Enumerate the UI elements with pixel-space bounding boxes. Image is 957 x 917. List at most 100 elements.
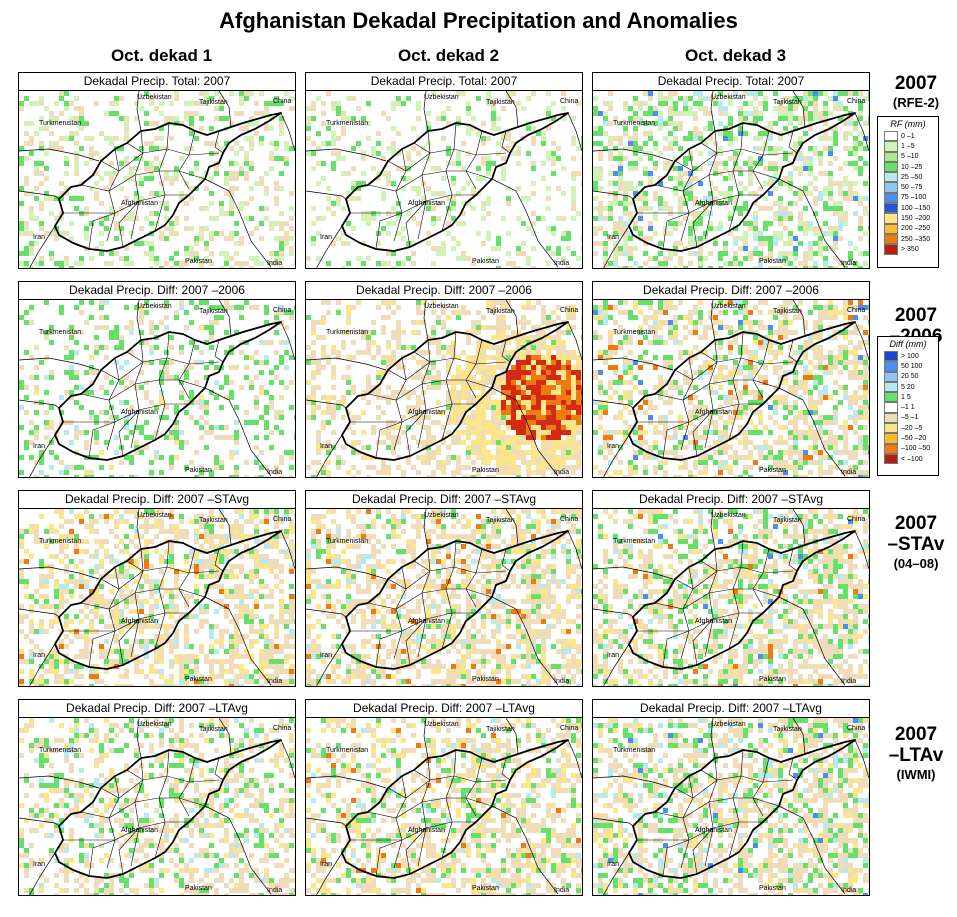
precip-cell: [658, 206, 663, 211]
precip-cell: [608, 355, 613, 360]
precip-cell: [703, 325, 708, 330]
precip-cell: [788, 455, 793, 460]
precip-cell: [214, 465, 219, 470]
precip-cell: [556, 430, 561, 435]
precip-cell: [526, 380, 531, 385]
precip-cell: [703, 96, 708, 101]
precip-cell: [194, 450, 199, 455]
precip-cell: [481, 370, 486, 375]
precip-cell: [848, 415, 853, 420]
precip-cell: [828, 370, 833, 375]
precip-cell: [199, 325, 204, 330]
precip-cell: [566, 415, 571, 420]
precip-cell: [336, 405, 341, 410]
precip-cell: [189, 251, 194, 256]
precip-cell: [446, 405, 451, 410]
precip-cell: [229, 350, 234, 355]
precip-cell: [34, 460, 39, 465]
precip-cell: [24, 156, 29, 161]
precip-cell: [788, 435, 793, 440]
precip-cell: [269, 101, 274, 106]
precip-cell: [34, 161, 39, 166]
precip-cell: [793, 191, 798, 196]
precip-cell: [638, 106, 643, 111]
precip-cell: [511, 375, 516, 380]
precip-cell: [638, 450, 643, 455]
precip-cell: [561, 216, 566, 221]
precip-cell: [19, 405, 24, 410]
precip-cell: [728, 390, 733, 395]
precip-cell: [613, 256, 618, 261]
precip-cell: [598, 131, 603, 136]
precip-cell: [471, 360, 476, 365]
precip-cell: [813, 420, 818, 425]
precip-cell: [608, 136, 613, 141]
precip-cell: [269, 509, 274, 514]
precip-cell: [326, 355, 331, 360]
precip-cell: [39, 400, 44, 405]
precip-cell: [658, 241, 663, 246]
precip-cell: [853, 455, 858, 460]
precip-cell: [316, 440, 321, 445]
precip-cell: [184, 116, 189, 121]
precip-cell: [69, 131, 74, 136]
precip-cell: [823, 206, 828, 211]
precip-cell: [808, 335, 813, 340]
precip-cell: [431, 420, 436, 425]
precip-cell: [49, 231, 54, 236]
precip-cell: [79, 116, 84, 121]
precip-cell: [174, 216, 179, 221]
precip-cell: [346, 425, 351, 430]
precip-cell: [593, 241, 598, 246]
precip-cell: [184, 101, 189, 106]
precip-cell: [838, 211, 843, 216]
precip-cell: [531, 420, 536, 425]
precip-cell: [134, 450, 139, 455]
precip-cell: [476, 470, 481, 475]
precip-cell: [274, 315, 279, 320]
precip-cell: [124, 246, 129, 251]
precip-cell: [613, 320, 618, 325]
precip-cell: [124, 126, 129, 131]
precip-cell: [386, 221, 391, 226]
precip-cell: [688, 415, 693, 420]
precip-cell: [336, 400, 341, 405]
precip-cell: [768, 126, 773, 131]
precip-cell: [259, 340, 264, 345]
precip-cell: [496, 141, 501, 146]
precip-cell: [848, 251, 853, 256]
country-border: [567, 112, 582, 152]
precip-cell: [526, 440, 531, 445]
precip-cell: [279, 355, 284, 360]
precip-cell: [853, 375, 858, 380]
precip-cell: [416, 116, 421, 121]
precip-cell: [381, 111, 386, 116]
precip-cell: [506, 340, 511, 345]
precip-cell: [608, 435, 613, 440]
place-label: Pakistan: [472, 258, 499, 265]
precip-cell: [79, 111, 84, 116]
place-label: Tajikistan: [199, 99, 228, 106]
precip-cell: [843, 470, 848, 475]
precip-cell: [668, 116, 673, 121]
precip-cell: [803, 226, 808, 231]
precip-cell: [778, 181, 783, 186]
precip-cell: [229, 146, 234, 151]
precip-cell: [506, 355, 511, 360]
precip-cell: [758, 335, 763, 340]
precip-cell: [426, 201, 431, 206]
precip-cell: [623, 355, 628, 360]
precip-cell: [411, 405, 416, 410]
precip-cell: [341, 116, 346, 121]
precip-cell: [658, 111, 663, 116]
precip-cell: [204, 400, 209, 405]
precip-cell: [441, 460, 446, 465]
precip-cell: [229, 395, 234, 400]
precip-cell: [758, 325, 763, 330]
precip-cell: [501, 360, 506, 365]
precip-cell: [521, 196, 526, 201]
precip-cell: [738, 325, 743, 330]
precip-cell: [541, 465, 546, 470]
precip-cell: [713, 141, 718, 146]
precip-cell: [331, 395, 336, 400]
